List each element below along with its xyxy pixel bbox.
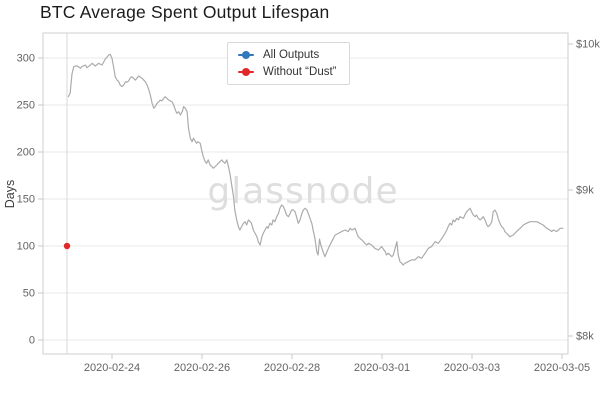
plot-border [42, 32, 569, 355]
x-tick-label: 2020-03-01 [354, 362, 410, 374]
x-tick-label: 2020-02-26 [174, 362, 230, 374]
y-tick-label: 150 [17, 194, 35, 206]
price-line [67, 53, 564, 266]
all-outputs-marker-icon [238, 51, 254, 59]
grid-layer [43, 57, 568, 341]
right-tick-label: $10k [576, 39, 600, 51]
y-tick-label: 200 [17, 147, 35, 159]
glassnode-watermark: glassnode [207, 171, 398, 212]
legend: All Outputs Without “Dust” [227, 42, 350, 85]
without-dust-marker-icon [238, 68, 254, 76]
y-tick-label: 300 [17, 53, 35, 65]
without-dust-point [63, 242, 71, 250]
y-tick-label: 100 [17, 241, 35, 253]
x-tick-label: 2020-03-05 [534, 362, 590, 374]
right-tick-label: $9k [576, 185, 594, 197]
x-tick-label: 2020-03-03 [444, 362, 500, 374]
legend-item-without-dust[interactable]: Without “Dust” [238, 66, 337, 78]
y-tick-label: 0 [29, 335, 35, 347]
page-title: BTC Average Spent Output Lifespan [40, 2, 330, 22]
right-tick-label: $8k [576, 331, 594, 343]
y-tick-label: 250 [17, 100, 35, 112]
legend-label-all-outputs: All Outputs [263, 49, 320, 61]
x-tick-label: 2020-02-28 [264, 362, 320, 374]
axis-layer: 0 50 100 150 200 250 300 $10k $9k $8k 2020-02-24 20… [17, 39, 600, 375]
x-tick-label: 2020-02-24 [84, 362, 140, 374]
y-tick-label: 50 [23, 288, 35, 300]
series-layer [63, 53, 564, 266]
legend-label-without-dust: Without “Dust” [263, 66, 337, 78]
legend-item-all-outputs[interactable]: All Outputs [238, 49, 337, 61]
